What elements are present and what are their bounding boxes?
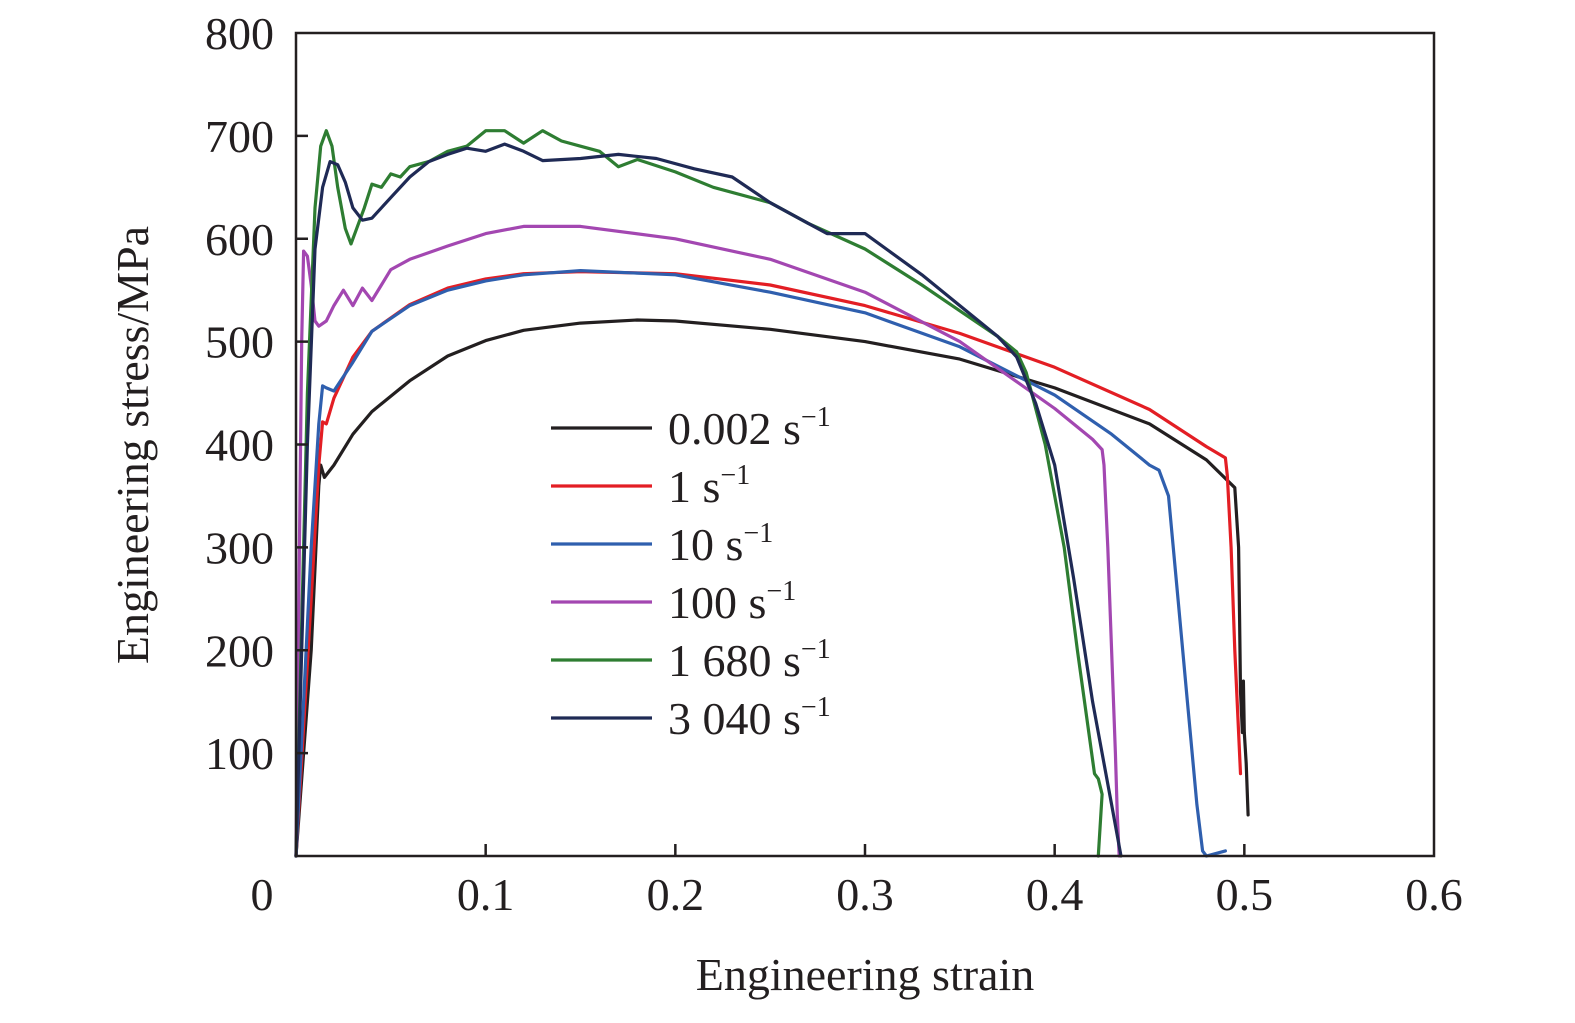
y-tick-label: 700 xyxy=(205,111,274,162)
legend-label: 1 680 s−1 xyxy=(668,634,831,686)
series-line-6 xyxy=(294,142,1123,858)
legend-exponent: −1 xyxy=(801,634,831,665)
axes-layer: 0 0.1 0.2 0.3 0.4 0.5 0.6 100 200 300 400 500 600 700… xyxy=(205,8,1463,920)
y-axis-title: Engineering stress/MPa xyxy=(107,226,158,664)
legend-exponent: −1 xyxy=(720,460,750,491)
x-tick-label: 0.5 xyxy=(1216,869,1274,920)
y-tick-label: 500 xyxy=(205,317,274,368)
x-tick-label: 0.6 xyxy=(1405,869,1463,920)
x-tick-label: 0.2 xyxy=(647,869,705,920)
y-tick-label: 200 xyxy=(205,625,274,676)
legend-label: 1 s−1 xyxy=(668,460,750,512)
legend-exponent: −1 xyxy=(766,576,796,607)
series-layer xyxy=(294,129,1250,858)
legend-label: 0.002 s−1 xyxy=(668,402,831,454)
series-line-4 xyxy=(294,224,1121,858)
x-tick-label: 0.4 xyxy=(1026,869,1084,920)
legend-label: 100 s−1 xyxy=(668,576,796,628)
legend-exponent: −1 xyxy=(801,402,831,433)
series-line-2 xyxy=(294,270,1243,858)
legend: 0.002 s−1 1 s−1 10 s−1 100 s−1 1 680 s−1 3 04… xyxy=(551,402,831,744)
legend-label: 10 s−1 xyxy=(668,518,773,570)
legend-exponent: −1 xyxy=(743,518,773,549)
series-line-3 xyxy=(294,269,1227,858)
x-tick-label: 0.3 xyxy=(836,869,894,920)
legend-label: 3 040 s−1 xyxy=(668,692,831,744)
legend-exponent: −1 xyxy=(801,692,831,723)
y-tick-label: 600 xyxy=(205,214,274,265)
plot-frame xyxy=(294,31,1436,858)
y-tick-label: 800 xyxy=(205,8,274,59)
x-tick-label: 0.1 xyxy=(457,869,515,920)
series-line-1 xyxy=(294,318,1250,858)
x-axis-title: Engineering strain xyxy=(696,949,1035,1000)
y-tick-label: 300 xyxy=(205,522,274,573)
x-tick-label: 0 xyxy=(251,869,274,920)
y-tick-label: 100 xyxy=(205,728,274,779)
y-tick-label: 400 xyxy=(205,420,274,471)
